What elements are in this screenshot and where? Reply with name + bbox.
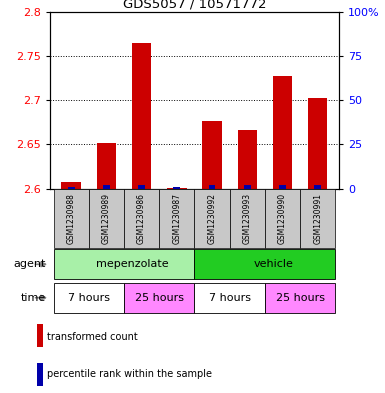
Bar (159, 189, 194, 248)
Bar (194, 283, 265, 313)
Bar (314, 185, 321, 189)
Text: percentile rank within the sample: percentile rank within the sample (47, 369, 212, 379)
Bar (54, 283, 124, 313)
Bar (273, 76, 292, 189)
Bar (203, 121, 222, 189)
Bar (167, 188, 186, 189)
Bar (97, 143, 116, 189)
Bar (265, 283, 335, 313)
Text: GSM1230988: GSM1230988 (67, 193, 76, 244)
Text: 25 hours: 25 hours (135, 293, 184, 303)
Text: 7 hours: 7 hours (68, 293, 110, 303)
Bar (300, 189, 335, 248)
Bar (173, 187, 180, 189)
Text: GSM1230992: GSM1230992 (208, 193, 216, 244)
Text: 7 hours: 7 hours (209, 293, 251, 303)
Text: vehicle: vehicle (254, 259, 294, 269)
Text: GSM1230986: GSM1230986 (137, 193, 146, 244)
Bar (62, 182, 81, 189)
Text: GSM1230990: GSM1230990 (278, 193, 287, 244)
Bar (244, 185, 251, 189)
Bar (209, 185, 216, 189)
Bar (194, 189, 229, 248)
Bar (68, 187, 75, 189)
Text: mepenzolate: mepenzolate (97, 259, 169, 269)
Bar (132, 43, 151, 189)
Text: GSM1230991: GSM1230991 (313, 193, 322, 244)
Bar (89, 189, 124, 248)
Text: GSM1230989: GSM1230989 (102, 193, 111, 244)
Bar (54, 249, 194, 279)
Title: GDS5057 / 10571772: GDS5057 / 10571772 (123, 0, 266, 11)
Bar (229, 189, 265, 248)
Bar (124, 283, 194, 313)
Text: time: time (21, 293, 46, 303)
Text: 25 hours: 25 hours (276, 293, 325, 303)
Bar (238, 130, 257, 189)
Bar (265, 189, 300, 248)
Bar (138, 185, 145, 189)
Bar (103, 185, 110, 189)
Bar (124, 189, 159, 248)
Text: GSM1230993: GSM1230993 (243, 193, 252, 244)
Text: GSM1230987: GSM1230987 (172, 193, 181, 244)
Text: transformed count: transformed count (47, 332, 138, 342)
Text: agent: agent (14, 259, 46, 269)
Bar (279, 185, 286, 189)
Bar (37, 363, 42, 386)
Bar (308, 97, 327, 189)
Bar (54, 189, 89, 248)
Bar (37, 324, 42, 347)
Bar (194, 249, 335, 279)
